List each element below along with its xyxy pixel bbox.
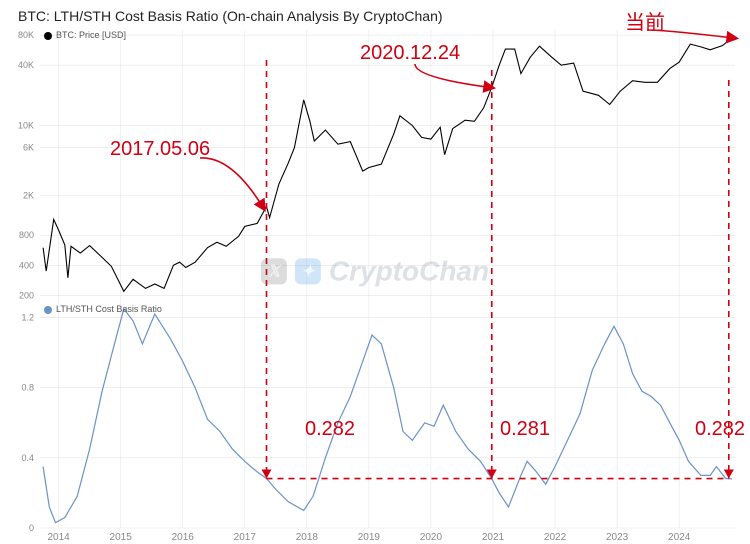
svg-text:2019: 2019: [358, 532, 381, 543]
svg-text:2K: 2K: [23, 190, 34, 200]
annotation-value-label: 0.281: [500, 418, 550, 441]
chart-container: BTC: LTH/STH Cost Basis Ratio (On-chain …: [0, 0, 750, 544]
svg-text:10K: 10K: [18, 120, 34, 130]
svg-text:200: 200: [19, 290, 34, 300]
svg-text:2023: 2023: [606, 532, 629, 543]
svg-text:1.2: 1.2: [21, 313, 34, 323]
svg-text:0: 0: [29, 523, 34, 533]
svg-text:2021: 2021: [482, 532, 505, 543]
legend-ratio: LTH/STH Cost Basis Ratio: [44, 304, 162, 314]
svg-text:0.4: 0.4: [21, 453, 34, 463]
svg-text:2017: 2017: [234, 532, 257, 543]
annotation-value-label: 0.282: [695, 418, 745, 441]
svg-text:80K: 80K: [18, 30, 34, 40]
annotation-date-label: 2020.12.24: [360, 42, 460, 65]
annotation-date-label: 2017.05.06: [110, 138, 210, 161]
svg-text:40K: 40K: [18, 60, 34, 70]
legend-label-btc: BTC: Price [USD]: [56, 30, 126, 40]
svg-text:800: 800: [19, 230, 34, 240]
svg-text:2014: 2014: [47, 532, 70, 543]
annotation-date-label: 当前: [625, 6, 665, 35]
svg-text:2022: 2022: [544, 532, 567, 543]
svg-text:2016: 2016: [172, 532, 195, 543]
legend-label-ratio: LTH/STH Cost Basis Ratio: [56, 304, 162, 314]
chart-svg: 200 400 800 2K 6K 10K 40K 80K 0 0.4 0.8 1.2 2014 2015…: [0, 0, 750, 544]
legend-swatch-btc: [44, 32, 52, 40]
svg-text:0.8: 0.8: [21, 383, 34, 393]
svg-text:2018: 2018: [296, 532, 319, 543]
svg-text:6K: 6K: [23, 143, 34, 153]
svg-text:2024: 2024: [668, 532, 691, 543]
legend-swatch-ratio: [44, 306, 52, 314]
legend-btc: BTC: Price [USD]: [44, 30, 126, 40]
annotation-value-label: 0.282: [305, 418, 355, 441]
svg-text:2020: 2020: [420, 532, 443, 543]
svg-text:2015: 2015: [110, 532, 133, 543]
svg-text:400: 400: [19, 260, 34, 270]
